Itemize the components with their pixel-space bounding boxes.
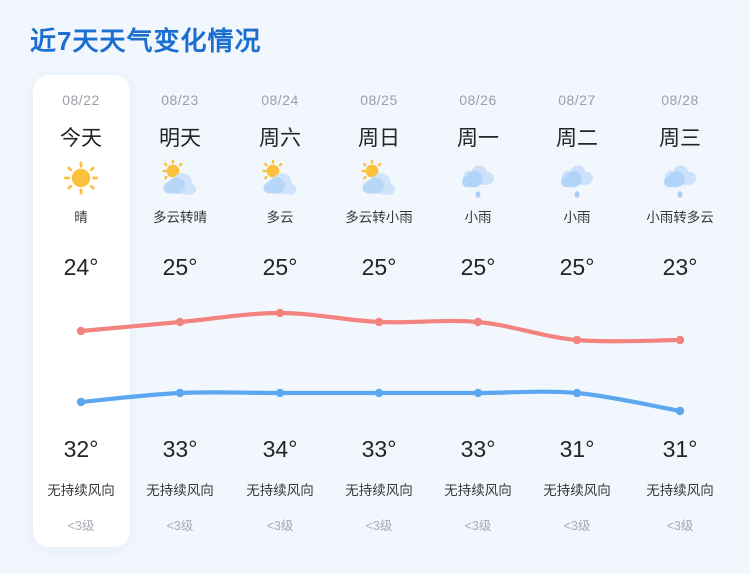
- forecast-high-temp: 25°: [162, 254, 198, 280]
- forecast-weekday: 周一: [457, 127, 499, 150]
- forecast-low-temp: 33°: [460, 436, 496, 462]
- forecast-low-temp: 32°: [63, 436, 99, 462]
- forecast-wind-direction: 无持续风向: [345, 483, 413, 498]
- forecast-condition: 小雨: [563, 210, 591, 225]
- weather-icon-wrap: [527, 157, 627, 205]
- forecast-wind-level: <3级: [563, 519, 591, 533]
- forecast-high-temp: 25°: [460, 254, 496, 280]
- forecast-high-temp: 24°: [63, 254, 99, 280]
- forecast-wind-level: <3级: [464, 519, 492, 533]
- rain-cloud-icon: [664, 165, 696, 198]
- forecast-weekday: 今天: [60, 127, 102, 150]
- forecast-day-column[interactable]: 08/26 周一 小雨 25° 33° 无持续风向 <3级: [428, 0, 528, 574]
- forecast-weekday: 周六: [259, 127, 301, 150]
- weather-icon-wrap: [428, 157, 528, 205]
- forecast-wind-direction: 无持续风向: [146, 483, 214, 498]
- rain-cloud-icon: [462, 165, 494, 198]
- forecast-wind-direction: 无持续风向: [646, 483, 714, 498]
- forecast-low-temp: 31°: [662, 436, 698, 462]
- forecast-weekday: 周日: [358, 127, 400, 150]
- forecast-wind-direction: 无持续风向: [543, 483, 611, 498]
- sun-cloud-icon: [162, 159, 197, 195]
- forecast-date: 08/28: [661, 92, 699, 108]
- sun-cloud-icon: [361, 159, 396, 195]
- forecast-high-temp: 25°: [361, 254, 397, 280]
- forecast-low-temp: 33°: [361, 436, 397, 462]
- forecast-weekday: 周三: [659, 127, 701, 150]
- forecast-date: 08/24: [261, 92, 299, 108]
- forecast-condition: 小雨: [464, 210, 492, 225]
- forecast-date: 08/26: [459, 92, 497, 108]
- forecast-wind-direction: 无持续风向: [444, 483, 512, 498]
- page-title: 近7天天气变化情况: [30, 26, 262, 56]
- forecast-wind-level: <3级: [666, 519, 694, 533]
- forecast-condition: 晴: [74, 210, 88, 225]
- forecast-day-column[interactable]: 08/27 周二 小雨 25° 31° 无持续风向 <3级: [527, 0, 627, 574]
- forecast-wind-level: <3级: [166, 519, 194, 533]
- forecast-date: 08/23: [161, 92, 199, 108]
- forecast-condition: 多云转小雨: [345, 210, 413, 225]
- weather-icon-wrap: [329, 157, 429, 205]
- forecast-wind-direction: 无持续风向: [47, 483, 115, 498]
- forecast-day-column[interactable]: 08/23 明天 多云转晴 25° 33° 无持续风向 <3级: [130, 0, 230, 574]
- sun-icon: [64, 161, 98, 195]
- forecast-condition: 多云转晴: [153, 210, 207, 225]
- weather-icon-wrap: [230, 157, 330, 205]
- weather-icon-wrap: [31, 157, 131, 205]
- forecast-wind-level: <3级: [67, 519, 95, 533]
- forecast-low-temp: 34°: [262, 436, 298, 462]
- forecast-high-temp: 25°: [262, 254, 298, 280]
- forecast-day-column[interactable]: 08/28 周三 小雨转多云 23° 31° 无持续风向 <3级: [630, 0, 730, 574]
- forecast-date: 08/22: [62, 92, 100, 108]
- sun-cloud-icon: [262, 159, 297, 195]
- rain-cloud-icon: [561, 165, 593, 198]
- weather-icon-wrap: [130, 157, 230, 205]
- forecast-weekday: 明天: [159, 127, 201, 150]
- forecast-wind-direction: 无持续风向: [246, 483, 314, 498]
- forecast-wind-level: <3级: [266, 519, 294, 533]
- forecast-low-temp: 31°: [559, 436, 595, 462]
- forecast-day-column[interactable]: 08/22 今天 晴 24° 32° 无持续风向 <3级: [31, 0, 131, 574]
- forecast-condition: 小雨转多云: [646, 210, 714, 225]
- forecast-wind-level: <3级: [365, 519, 393, 533]
- forecast-weekday: 周二: [556, 127, 598, 150]
- forecast-low-temp: 33°: [162, 436, 198, 462]
- forecast-condition: 多云: [266, 210, 294, 225]
- forecast-day-column[interactable]: 08/25 周日 多云转小雨 25° 33° 无持续风向 <3级: [329, 0, 429, 574]
- weather-icon-wrap: [630, 157, 730, 205]
- forecast-date: 08/27: [558, 92, 596, 108]
- forecast-high-temp: 23°: [662, 254, 698, 280]
- forecast-date: 08/25: [360, 92, 398, 108]
- forecast-day-column[interactable]: 08/24 周六 多云 25° 34° 无持续风向 <3级: [230, 0, 330, 574]
- forecast-high-temp: 25°: [559, 254, 595, 280]
